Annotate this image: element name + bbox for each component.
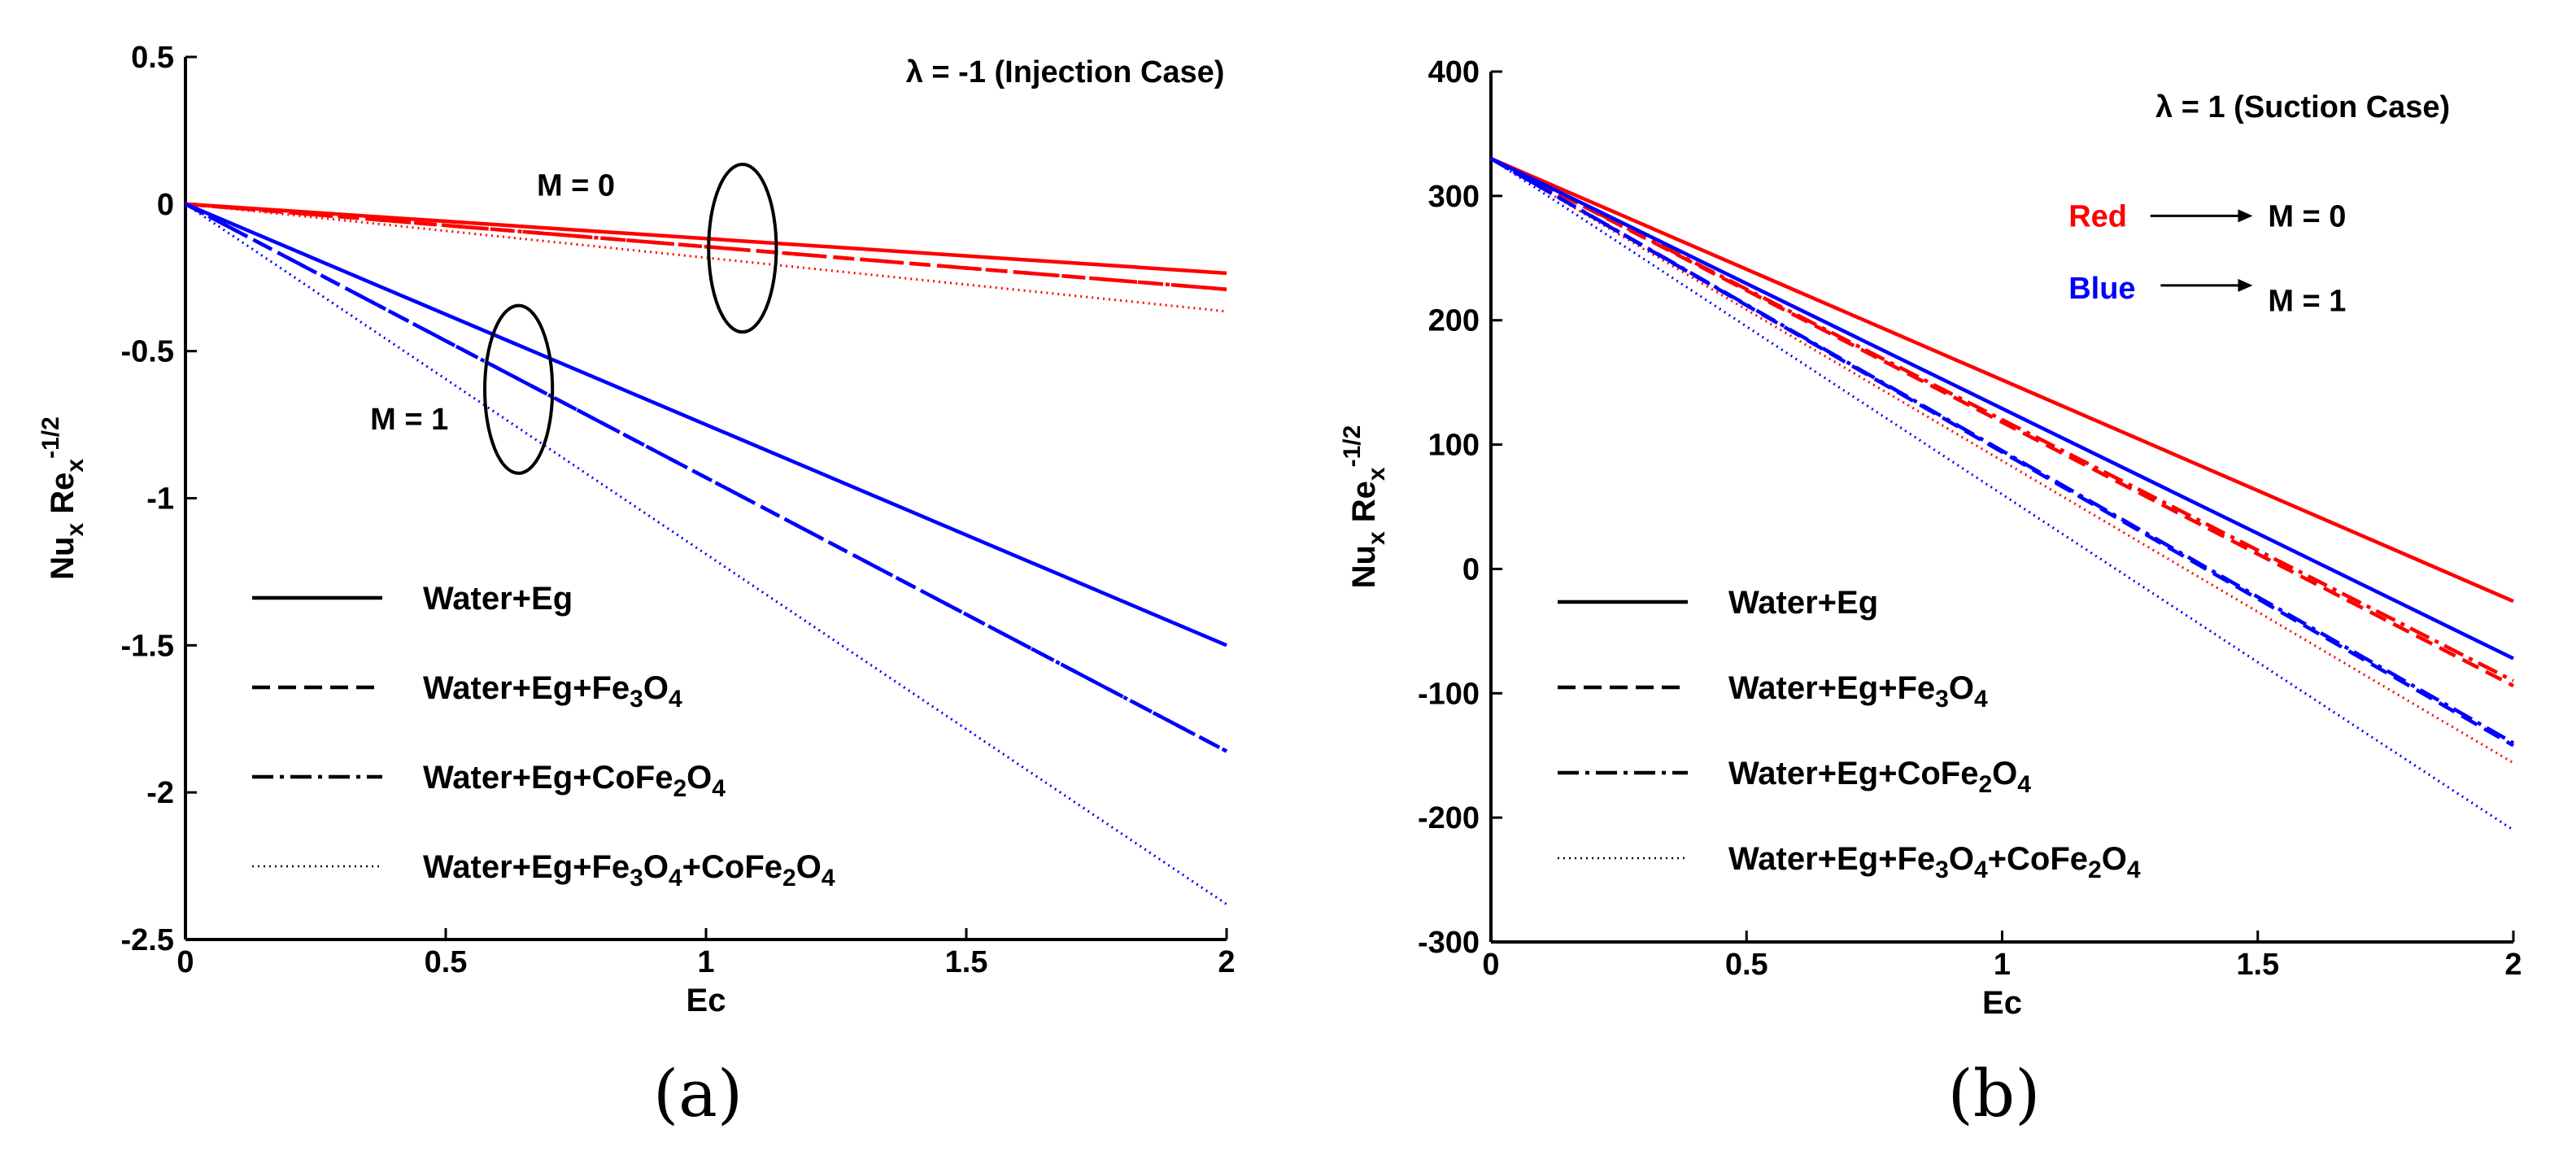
series-line-m-0-water-eg — [185, 202, 1227, 276]
legend-label: Water+Eg+CoFe2O4 — [1728, 756, 2031, 798]
series-line-m-0-water-eg-fe3o4-cofe2o4 — [185, 203, 1227, 313]
x-tick-label: 1.5 — [945, 945, 988, 979]
x-axis-label: Ec — [1982, 985, 2022, 1021]
legend-label: Water+Eg+Fe3O4+CoFe2O4 — [423, 849, 835, 892]
y-tick-label: 0 — [1462, 552, 1480, 586]
x-tick-label: 1 — [697, 945, 714, 979]
x-tick-label: 0.5 — [425, 945, 468, 979]
annotation-label: Blue — [2068, 272, 2135, 306]
series-line-m-0-water-eg-fe3o4-cofe2o4 — [1490, 157, 2514, 765]
y-axis-label-part: Nu — [45, 537, 81, 580]
panel-caption: (b) — [1948, 1056, 2041, 1131]
x-tick-label: 0 — [177, 945, 194, 979]
series-line-m-1-water-eg-fe3o4-cofe2o4 — [185, 203, 1227, 905]
x-tick-label: 1.5 — [2236, 948, 2279, 982]
legend-label: Water+Eg+CoFe2O4 — [423, 760, 726, 802]
y-axis-label: Nux Rex-1/2 — [37, 416, 89, 580]
series-line-m-0-water-eg-cofe2o4 — [185, 202, 1227, 291]
arrow-head — [2238, 278, 2253, 292]
y-tick-label: 0 — [157, 188, 174, 222]
y-tick-label: 300 — [1428, 180, 1480, 214]
y-tick-label: -0.5 — [121, 335, 174, 369]
annotation-label: M = 0 — [537, 168, 615, 203]
x-tick-label: 0.5 — [1725, 948, 1768, 982]
annotation-label: λ = -1 (Injection Case) — [906, 55, 1225, 89]
y-tick-label: -2 — [146, 776, 174, 810]
annotation-label: Red — [2068, 199, 2127, 233]
panel-b: 0 0.5 1 1.5 2 -300 -200 -100 0 100 200 300 400 Ec Nux … — [1339, 55, 2522, 1131]
y-axis-label: Nux Rex-1/2 — [1339, 425, 1390, 589]
legend-label: Water+Eg+Fe3O4+CoFe2O4 — [1728, 841, 2141, 883]
y-axis-label-part: Re — [1346, 481, 1382, 531]
y-tick-label: -300 — [1418, 926, 1480, 960]
annotation-label: M = 0 — [2268, 199, 2346, 233]
y-tick-label: 100 — [1428, 429, 1480, 463]
series-line-m-0-water-eg — [1490, 156, 2514, 604]
panel-caption: (a) — [653, 1056, 743, 1131]
y-tick-label: 0.5 — [131, 41, 174, 75]
y-tick-label: -200 — [1418, 801, 1480, 835]
y-axis-label-part: -1/2 — [37, 416, 64, 459]
x-tick-label: 1 — [1994, 948, 2011, 982]
y-axis-label-part: x — [1363, 531, 1390, 545]
annotation-label: M = 1 — [370, 403, 448, 437]
y-tick-label: -1.5 — [121, 629, 174, 663]
y-axis-label-part: x — [62, 523, 89, 537]
y-axis-label-part: x — [1363, 467, 1390, 481]
series-line-m-0-water-eg-cofe2o4 — [1489, 156, 2515, 683]
series-line-m-1-water-eg-fe3o4-cofe2o4 — [1490, 157, 2514, 831]
group-ellipse — [707, 163, 778, 334]
y-tick-label: -2.5 — [121, 923, 174, 957]
y-axis-label-part: Nu — [1346, 545, 1382, 588]
series-line-m-1-water-eg-cofe2o4 — [1489, 157, 2515, 745]
series-line-m-1-water-eg — [185, 202, 1227, 647]
annotation-label: M = 1 — [2268, 284, 2346, 318]
legend-label: Water+Eg+Fe3O4 — [1728, 670, 1988, 713]
legend-label: Water+Eg+Fe3O4 — [423, 670, 682, 713]
y-tick-label: 400 — [1428, 55, 1480, 89]
series-line-m-1-water-eg — [1490, 156, 2514, 661]
annotation-label: λ = 1 (Suction Case) — [2155, 90, 2450, 124]
y-tick-label: -100 — [1418, 677, 1480, 711]
series-line-m-1-water-eg-cofe2o4 — [184, 202, 1228, 753]
x-axis-label: Ec — [686, 983, 726, 1018]
x-tick-label: 2 — [1218, 945, 1235, 979]
x-tick-label: 0 — [1482, 948, 1499, 982]
legend-label: Water+Eg — [1728, 585, 1878, 621]
arrow-head — [2238, 209, 2253, 223]
y-axis-label-part: Re — [45, 473, 81, 523]
legend-label: Water+Eg — [423, 581, 573, 617]
group-ellipse — [483, 303, 555, 475]
y-axis-label-part: x — [62, 459, 89, 473]
x-tick-label: 2 — [2504, 948, 2522, 982]
y-axis-label-part: -1/2 — [1339, 425, 1366, 468]
y-tick-label: -1 — [146, 482, 174, 517]
y-tick-label: 200 — [1428, 304, 1480, 338]
